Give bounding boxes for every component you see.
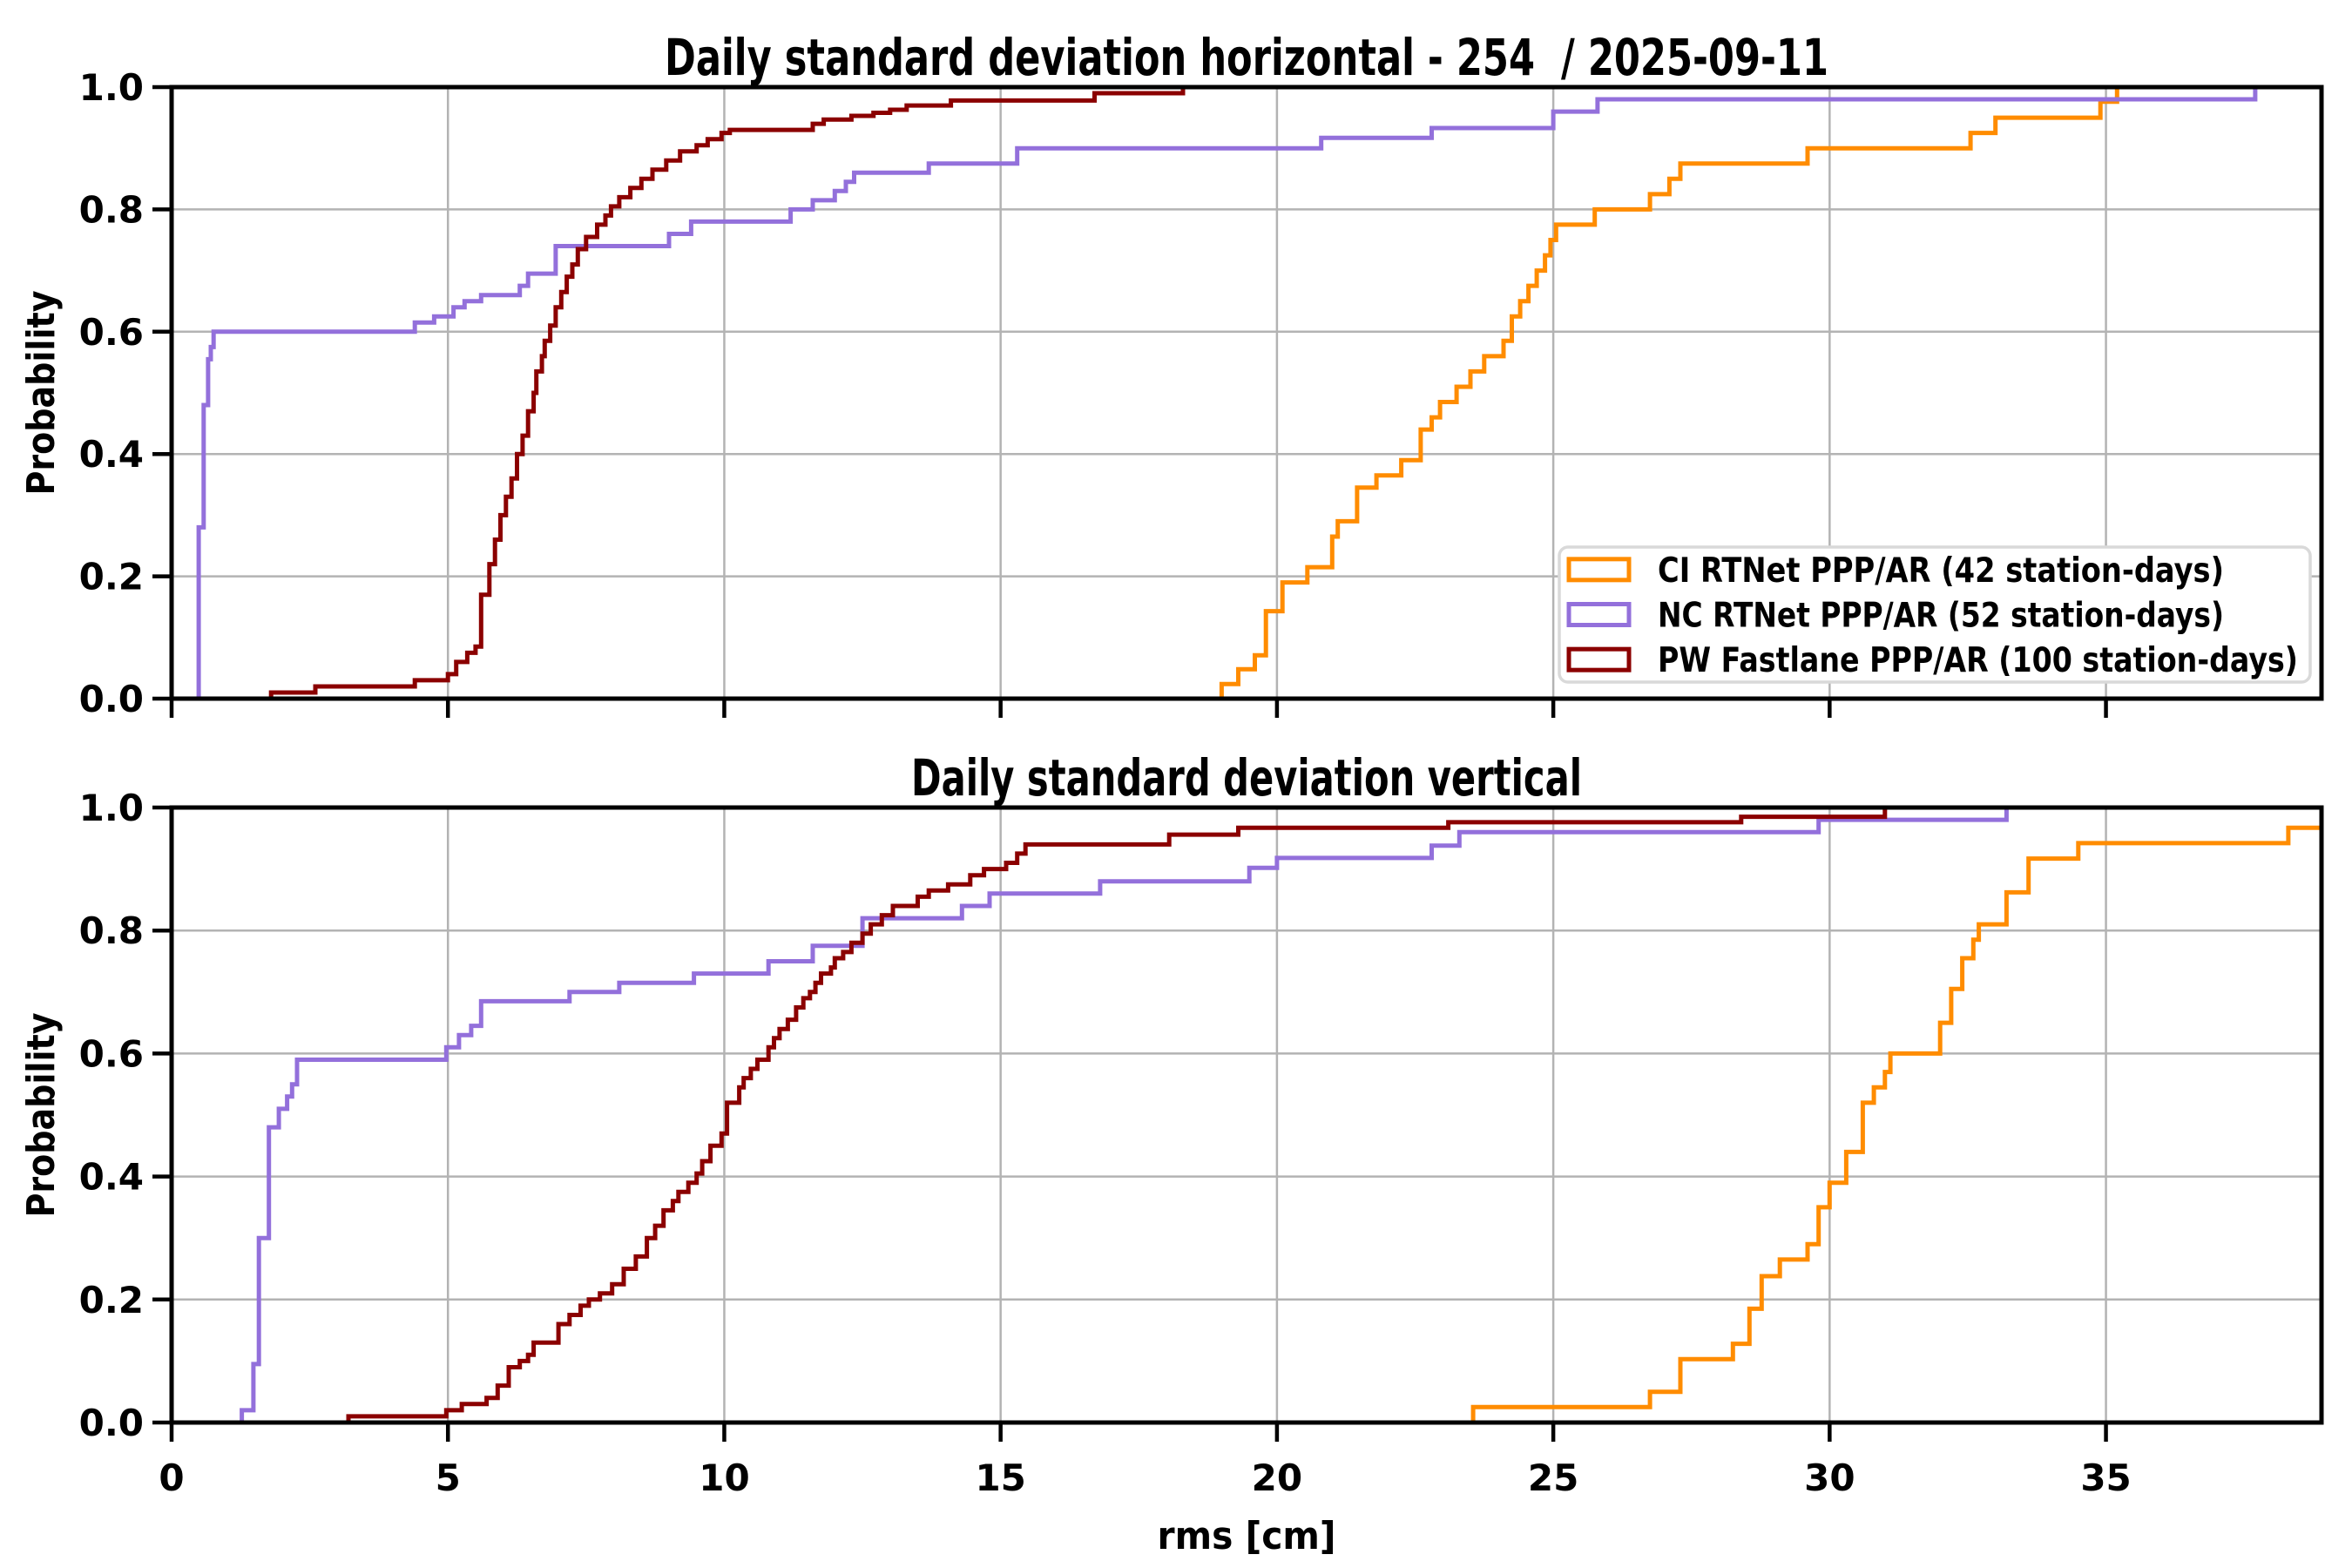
step-curve-pw-fastlane-horizontal: [172, 87, 1186, 701]
x-tick-label: 25: [1528, 1456, 1578, 1499]
top-plot-title: Daily standard deviation horizontal - 25…: [665, 28, 1828, 87]
y-tick-label: 0.4: [79, 1156, 144, 1199]
legend-label-pw-fastlane: PW Fastlane PPP/AR (100 station-days): [1658, 641, 2298, 680]
x-tick-label: 10: [699, 1456, 749, 1499]
axes-spines: [169, 84, 2324, 701]
step-curve-nc-rtnet-horizontal: [172, 87, 2258, 701]
legend-key-ci-rtnet: [1566, 557, 1632, 583]
step-curve-ci-rtnet-vertical: [172, 825, 2322, 1425]
step-curve-nc-rtnet-vertical: [172, 808, 2009, 1425]
y-tick-label: 0.8: [79, 188, 144, 231]
y-tick-label: 0.2: [79, 556, 144, 598]
axes-spines: [169, 805, 2324, 1425]
bottom-plot-title: Daily standard deviation vertical: [911, 748, 1582, 808]
y-axis-label: Probability: [19, 1013, 64, 1218]
legend-key-nc-rtnet: [1566, 602, 1632, 627]
step-curve-ci-rtnet-horizontal: [172, 87, 2119, 701]
legend-label-nc-rtnet: NC RTNet PPP/AR (52 station-days): [1658, 597, 2224, 636]
bottom-plot: 0 5 10 15 20 25 30 35 0.0 0.2 0.4 0.6 0.8 1.0 Daily st…: [19, 748, 2324, 1558]
y-tick-label: 0.2: [79, 1279, 144, 1321]
step-curve-pw-fastlane-vertical: [172, 808, 1888, 1425]
x-tick-label: 15: [975, 1456, 1025, 1499]
legend-key-pw-fastlane: [1566, 646, 1632, 672]
y-tick-label: 1.0: [79, 66, 144, 109]
x-tick-label: 20: [1252, 1456, 1302, 1499]
y-tick-label: 0.6: [79, 1032, 144, 1075]
x-tick-label: 0: [159, 1456, 184, 1499]
y-tick-label: 0.8: [79, 909, 144, 952]
y-tick-label: 0.6: [79, 311, 144, 354]
y-tick-label: 0.0: [79, 1402, 144, 1444]
x-tick-label: 5: [436, 1456, 461, 1499]
legend-frame: [1558, 545, 2312, 684]
top-plot: 0.0 0.2 0.4 0.6 0.8 1.0 Daily standard deviati…: [19, 28, 2324, 720]
x-tick-label: 30: [1804, 1456, 1855, 1499]
y-axis-label: Probability: [19, 291, 64, 496]
x-tick-label: 35: [2080, 1456, 2131, 1499]
y-tick-label: 0.0: [79, 678, 144, 720]
y-tick-label: 0.4: [79, 433, 144, 476]
legend-label-ci-rtnet: CI RTNet PPP/AR (42 station-days): [1658, 551, 2224, 591]
y-tick-label: 1.0: [79, 787, 144, 829]
legend: CI RTNet PPP/AR (42 station-days) NC RTNe…: [1558, 545, 2312, 684]
x-axis-label: rms [cm]: [1158, 1514, 1336, 1558]
